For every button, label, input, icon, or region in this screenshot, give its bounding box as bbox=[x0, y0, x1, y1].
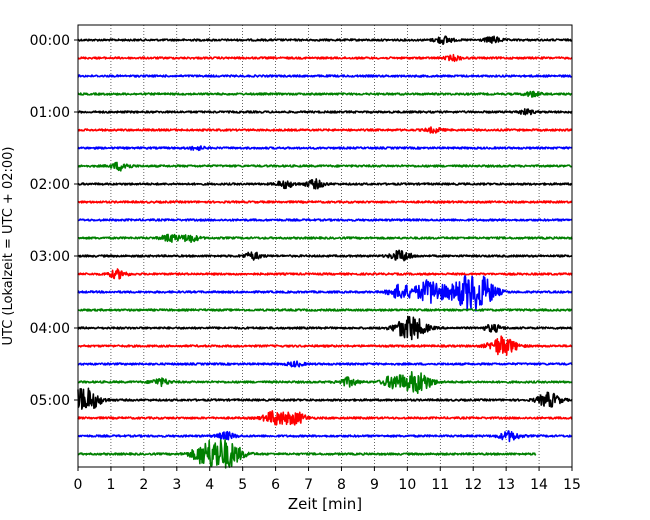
trace-line bbox=[77, 430, 573, 443]
trace-line bbox=[77, 218, 573, 222]
y-tick-label: 05:00 bbox=[30, 393, 70, 409]
seismogram-traces bbox=[77, 35, 573, 469]
y-tick-label: 00:00 bbox=[30, 33, 70, 49]
x-tick-label: 8 bbox=[337, 477, 346, 493]
x-tick-label: 10 bbox=[398, 477, 416, 493]
x-axis-title: Zeit [min] bbox=[288, 495, 362, 513]
trace-line bbox=[77, 268, 573, 280]
x-tick-label: 14 bbox=[530, 477, 548, 493]
x-tick-label: 12 bbox=[464, 477, 482, 493]
trace-line bbox=[77, 275, 573, 312]
y-tick-label: 01:00 bbox=[30, 105, 70, 121]
trace-line bbox=[77, 35, 573, 46]
y-tick-label: 02:00 bbox=[30, 177, 70, 193]
plot-frame bbox=[77, 24, 573, 468]
y-axis-title: UTC (Lokalzeit = UTC + 02:00) bbox=[1, 147, 16, 346]
y-axis-ticks: 00:00 01:00 02:00 03:00 04:00 05:00 bbox=[30, 33, 78, 409]
x-axis-ticks: 0 1 2 3 4 5 6 7 8 9 10 11 12 13 14 15 bbox=[74, 467, 581, 493]
trace-line bbox=[77, 371, 573, 395]
x-tick-label: 5 bbox=[238, 477, 247, 493]
trace-line bbox=[77, 200, 573, 204]
trace-line bbox=[77, 178, 573, 190]
x-tick-label: 15 bbox=[563, 477, 581, 493]
trace-line bbox=[77, 233, 573, 244]
trace-line bbox=[77, 308, 573, 312]
trace-line bbox=[77, 438, 537, 469]
y-tick-label: 03:00 bbox=[30, 249, 70, 265]
trace-line bbox=[77, 410, 573, 426]
x-tick-label: 7 bbox=[304, 477, 313, 493]
x-tick-label: 6 bbox=[271, 477, 280, 493]
trace-line bbox=[77, 126, 573, 134]
trace-line bbox=[77, 74, 573, 78]
trace-line bbox=[77, 90, 573, 98]
trace-line bbox=[77, 335, 573, 356]
trace-line bbox=[77, 108, 573, 116]
x-tick-label: 9 bbox=[370, 477, 379, 493]
y-tick-label: 04:00 bbox=[30, 321, 70, 337]
trace-line bbox=[77, 249, 573, 262]
x-tick-label: 13 bbox=[497, 477, 515, 493]
x-tick-label: 11 bbox=[431, 477, 449, 493]
trace-line bbox=[77, 315, 573, 341]
x-tick-label: 2 bbox=[139, 477, 148, 493]
trace-line bbox=[77, 145, 573, 152]
trace-line bbox=[77, 387, 573, 410]
trace-line bbox=[77, 53, 573, 63]
x-tick-label: 1 bbox=[106, 477, 115, 493]
x-tick-label: 0 bbox=[74, 477, 83, 493]
x-tick-label: 3 bbox=[172, 477, 181, 493]
trace-line bbox=[77, 360, 573, 368]
trace-line bbox=[77, 161, 573, 172]
x-tick-label: 4 bbox=[205, 477, 214, 493]
